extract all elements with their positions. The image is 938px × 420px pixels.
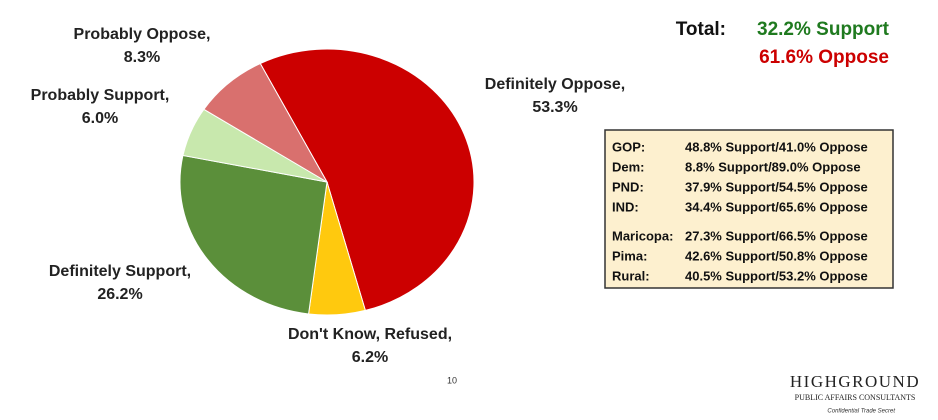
row-value: 8.8% Support/89.0% Oppose bbox=[685, 159, 861, 174]
slice-value: 6.2% bbox=[352, 349, 388, 366]
total-oppose: 61.6% Oppose bbox=[759, 47, 889, 68]
slice-label: Probably Oppose, bbox=[74, 26, 211, 43]
total-support: 32.2% Support bbox=[757, 19, 890, 40]
slice-value: 53.3% bbox=[532, 99, 577, 116]
row-value: 27.3% Support/66.5% Oppose bbox=[685, 228, 868, 243]
breakdown-rows: GOP: 48.8% Support/41.0% Oppose Dem: 8.8% S… bbox=[612, 139, 868, 283]
pie-slice bbox=[259, 48, 475, 311]
row-label: Pima: bbox=[612, 248, 647, 263]
slice-value: 8.3% bbox=[124, 49, 160, 66]
confidential: Confidential Trade Secret bbox=[827, 409, 895, 415]
breakdown-box bbox=[604, 129, 894, 289]
slice-value: 26.2% bbox=[97, 286, 142, 303]
row-label: Dem: bbox=[612, 159, 645, 174]
row-label: GOP: bbox=[612, 139, 645, 154]
row-value: 42.6% Support/50.8% Oppose bbox=[685, 248, 868, 263]
slice-label: Definitely Support, bbox=[49, 263, 191, 280]
slice-value: 6.0% bbox=[82, 110, 118, 127]
total-label: Total: bbox=[676, 19, 726, 40]
row-value: 37.9% Support/54.5% Oppose bbox=[685, 179, 868, 194]
logo-subtitle: PUBLIC AFFAIRS CONSULTANTS bbox=[795, 393, 916, 402]
row-label: IND: bbox=[612, 199, 639, 214]
slice-label: Don't Know, Refused, bbox=[288, 326, 452, 343]
pie-slice bbox=[179, 154, 328, 315]
row-label: Rural: bbox=[612, 268, 650, 283]
slice-label: Definitely Oppose, bbox=[485, 76, 625, 93]
row-label: PND: bbox=[612, 179, 644, 194]
logo: HIGHGROUND bbox=[790, 372, 920, 391]
row-value: 40.5% Support/53.2% Oppose bbox=[685, 268, 868, 283]
slice-label: Probably Support, bbox=[31, 87, 170, 104]
row-value: 34.4% Support/65.6% Oppose bbox=[685, 199, 868, 214]
page-number: 10 bbox=[447, 375, 457, 385]
row-label: Maricopa: bbox=[612, 228, 673, 243]
row-value: 48.8% Support/41.0% Oppose bbox=[685, 139, 868, 154]
pie-slice bbox=[203, 62, 329, 184]
